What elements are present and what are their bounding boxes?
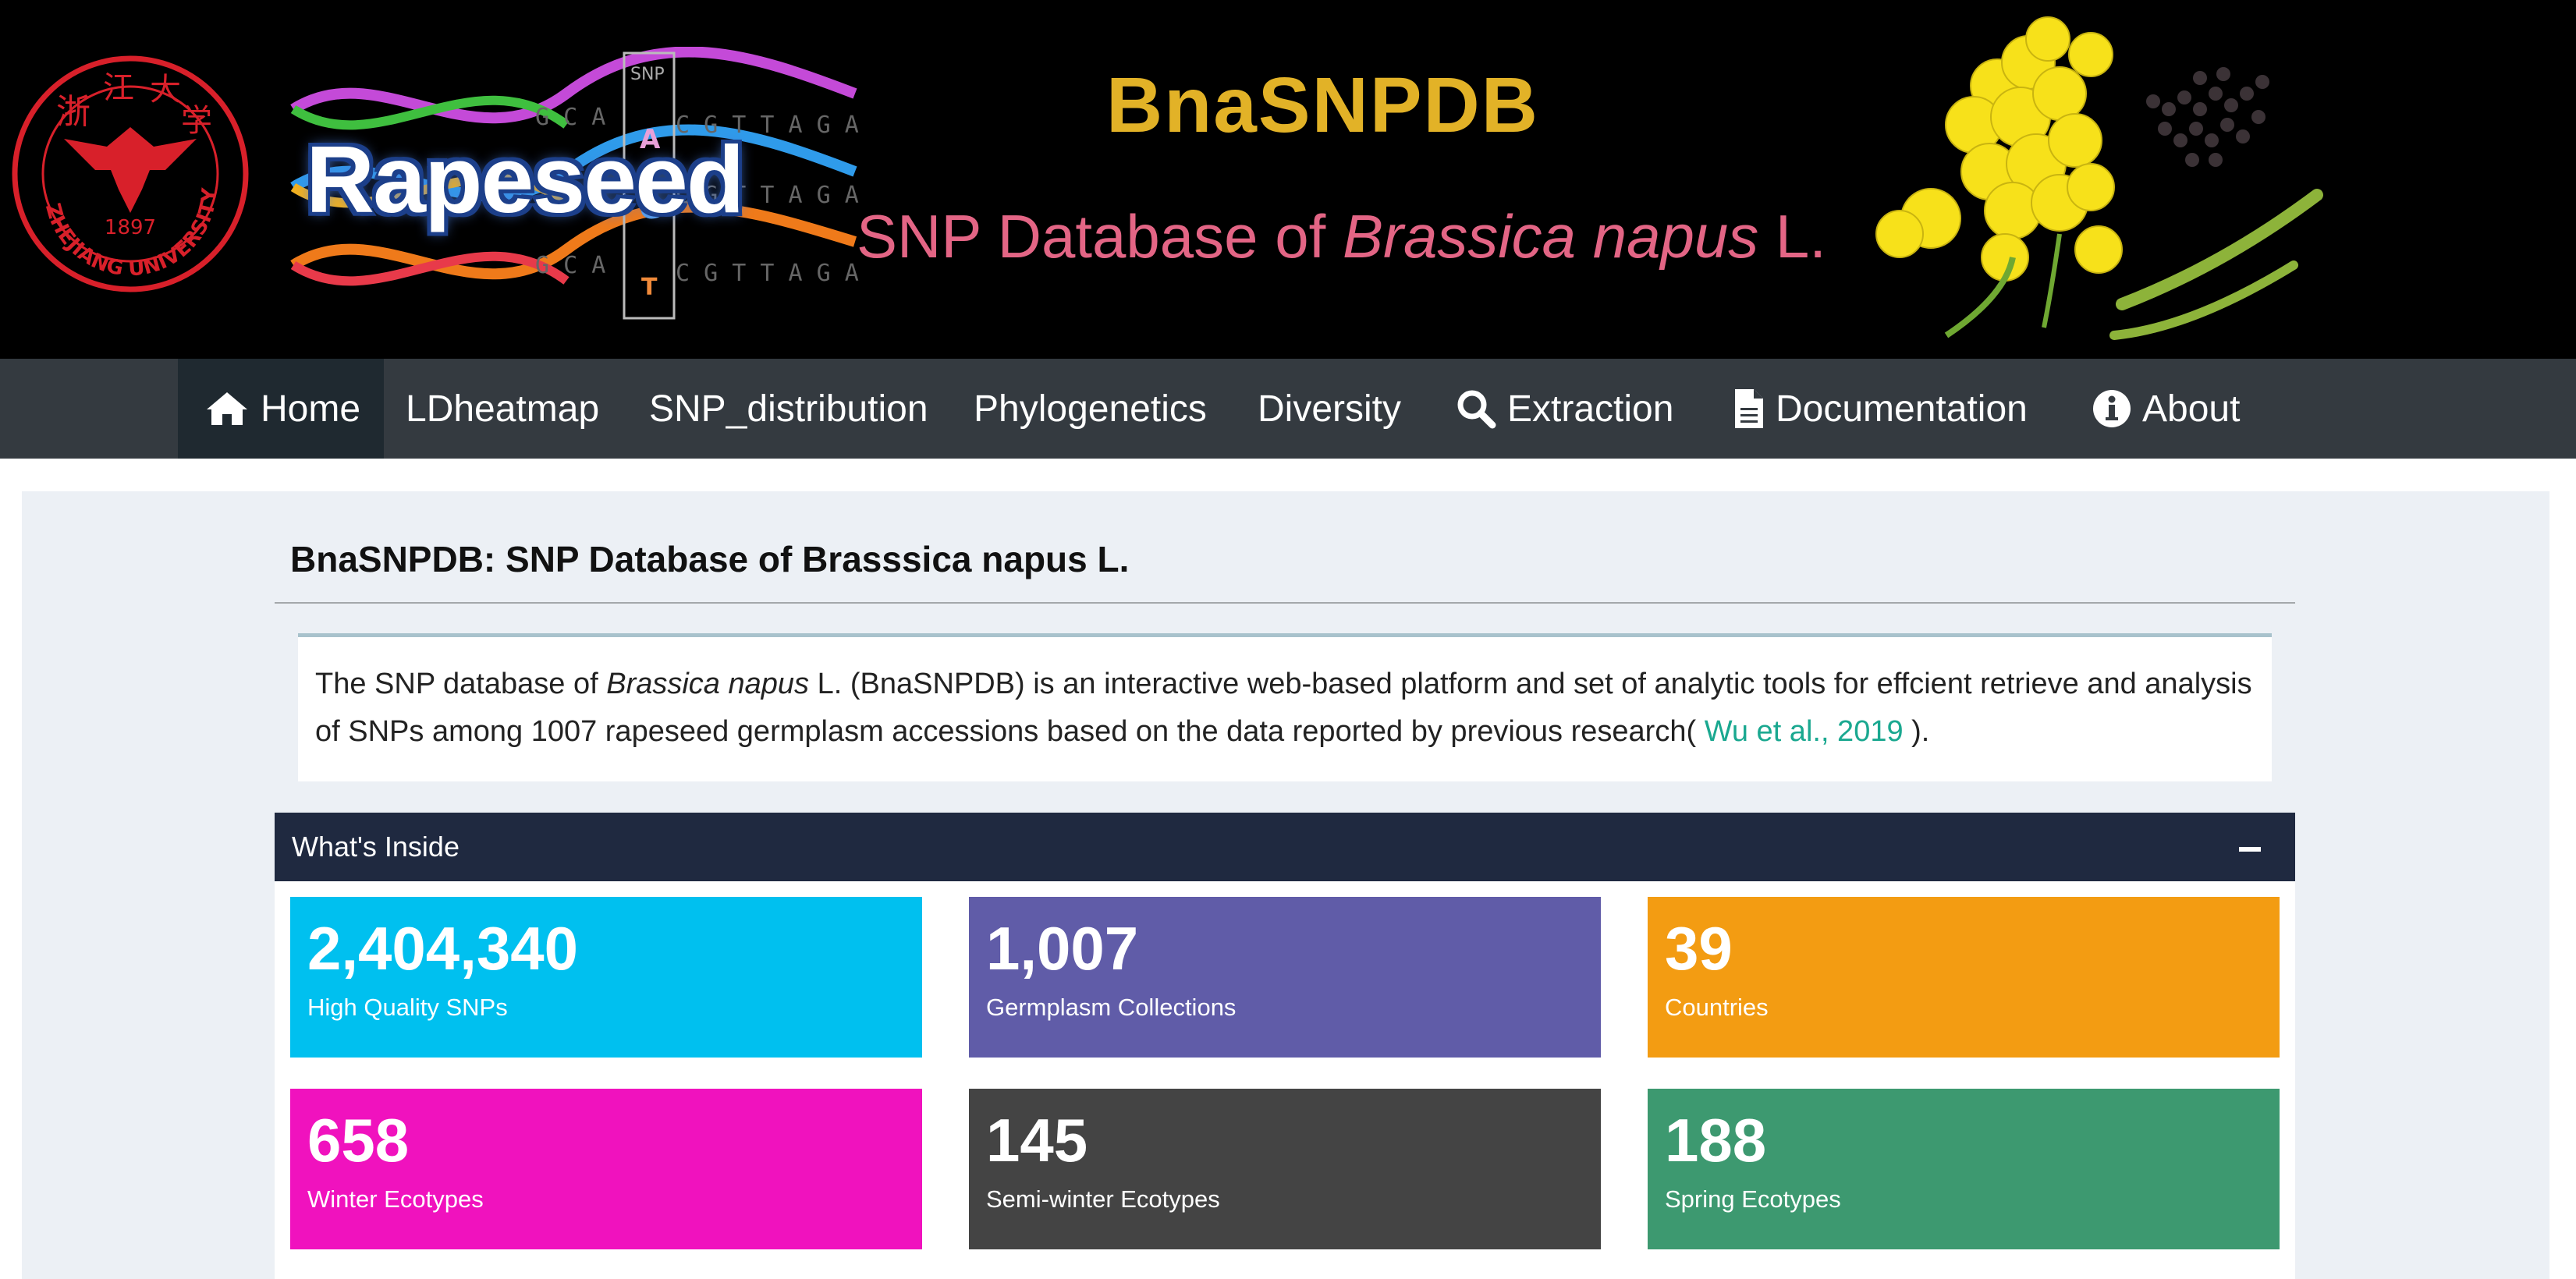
- subtitle-suffix: L.: [1758, 202, 1826, 271]
- stat-value: 39: [1665, 914, 1733, 983]
- whats-inside-header: What's Inside: [275, 813, 2295, 881]
- heading-divider: [275, 602, 2295, 604]
- collapse-minus-icon[interactable]: [2239, 847, 2261, 852]
- intro-text-part3: ).: [1903, 715, 1930, 748]
- nav-ldheatmap-label: LDheatmap: [406, 388, 600, 430]
- svg-text:G C A: G C A: [535, 252, 605, 279]
- stat-label: Spring Ecotypes: [1665, 1185, 1841, 1213]
- nav-extraction[interactable]: Extraction: [1456, 359, 1673, 459]
- svg-text:C G T T A G A: C G T T A G A: [676, 260, 859, 287]
- snp-base-t: T: [641, 274, 658, 301]
- nav-ldheatmap[interactable]: LDheatmap: [406, 359, 599, 459]
- rapeseed-flower-image: [1875, 16, 2323, 340]
- zhejiang-university-seal-logo: ZHEJIANG UNIVERSITY 1897 浙 江 大 学: [12, 55, 249, 292]
- main-navbar: Home LDheatmap SNP_distribution Phylogen…: [0, 359, 2576, 459]
- dna-helix-graphic: G C A C G T T A G A C G T T A G A G C A …: [290, 47, 859, 320]
- stat-value: 145: [986, 1106, 1088, 1174]
- intro-description: The SNP database of Brassica napus L. (B…: [298, 633, 2272, 781]
- rapeseed-logo-text: Rapeseed: [306, 126, 744, 232]
- stat-value: 2,404,340: [307, 914, 579, 983]
- nav-diversity[interactable]: Diversity: [1258, 359, 1401, 459]
- svg-text:C G T T A G A: C G T T A G A: [676, 112, 859, 139]
- nav-snp-distribution-label: SNP_distribution: [649, 388, 928, 430]
- snp-base-g: G: [640, 194, 662, 225]
- svg-text:学: 学: [181, 103, 212, 139]
- svg-text:G C A: G C A: [535, 104, 605, 131]
- panel-title: What's Inside: [292, 831, 459, 863]
- stat-label: Countries: [1665, 994, 1769, 1021]
- nav-home[interactable]: Home: [178, 359, 384, 459]
- site-title: BnaSNPDB: [1106, 62, 1539, 149]
- nav-about-label: About: [2142, 388, 2241, 430]
- nav-phylogenetics-label: Phylogenetics: [974, 388, 1207, 430]
- search-icon: [1457, 390, 1496, 429]
- stat-label: Winter Ecotypes: [307, 1185, 484, 1213]
- stat-label: Germplasm Collections: [986, 994, 1237, 1021]
- subtitle-species: Brassica napus: [1342, 202, 1759, 271]
- site-banner: ZHEJIANG UNIVERSITY 1897 浙 江 大 学 G C A C…: [0, 0, 2576, 359]
- intro-text-part1: The SNP database of: [315, 668, 607, 700]
- document-icon: [1735, 389, 1763, 428]
- intro-species: Brassica napus: [606, 668, 810, 700]
- home-icon: [207, 392, 247, 425]
- stat-box-snps: 2,404,340 High Quality SNPs: [290, 897, 922, 1058]
- svg-text:浙: 浙: [56, 92, 90, 132]
- stat-box-winter: 658 Winter Ecotypes: [290, 1089, 922, 1249]
- info-icon: [2093, 390, 2131, 427]
- intro-text-part2: L. (BnaSNPDB) is an interactive web-base…: [315, 668, 2252, 748]
- nav-documentation[interactable]: Documentation: [1733, 359, 2028, 459]
- svg-text:C G T T A G A: C G T T A G A: [676, 182, 859, 209]
- seal-year: 1897: [105, 216, 156, 239]
- reference-link[interactable]: Wu et al., 2019: [1704, 715, 1904, 748]
- page-heading: BnaSNPDB: SNP Database of Brasssica napu…: [290, 539, 1130, 579]
- snp-label: SNP: [630, 65, 665, 84]
- nav-diversity-label: Diversity: [1258, 388, 1402, 430]
- nav-documentation-label: Documentation: [1776, 388, 2028, 430]
- stat-label: Semi-winter Ecotypes: [986, 1185, 1220, 1213]
- nav-snp-distribution[interactable]: SNP_distribution: [649, 359, 928, 459]
- stat-value: 1,007: [986, 914, 1139, 983]
- site-subtitle: SNP Database of Brassica napus L.: [857, 201, 1826, 272]
- stat-box-germplasm: 1,007 Germplasm Collections: [969, 897, 1601, 1058]
- nav-extraction-label: Extraction: [1507, 388, 1674, 430]
- whats-inside-body: 2,404,340 High Quality SNPs 1,007 Germpl…: [275, 881, 2295, 1279]
- nav-home-label: Home: [261, 388, 361, 430]
- snp-base-a: A: [640, 124, 661, 155]
- stat-box-semi-winter: 145 Semi-winter Ecotypes: [969, 1089, 1601, 1249]
- stat-value: 188: [1665, 1106, 1767, 1174]
- subtitle-prefix: SNP Database of: [857, 202, 1343, 271]
- stat-box-countries: 39 Countries: [1648, 897, 2280, 1058]
- nav-phylogenetics[interactable]: Phylogenetics: [974, 359, 1207, 459]
- nav-about[interactable]: About: [2092, 359, 2240, 459]
- svg-text:江: 江: [103, 70, 134, 106]
- stat-box-spring: 188 Spring Ecotypes: [1648, 1089, 2280, 1249]
- stat-label: High Quality SNPs: [307, 994, 508, 1021]
- stat-value: 658: [307, 1106, 410, 1174]
- svg-text:大: 大: [150, 72, 181, 108]
